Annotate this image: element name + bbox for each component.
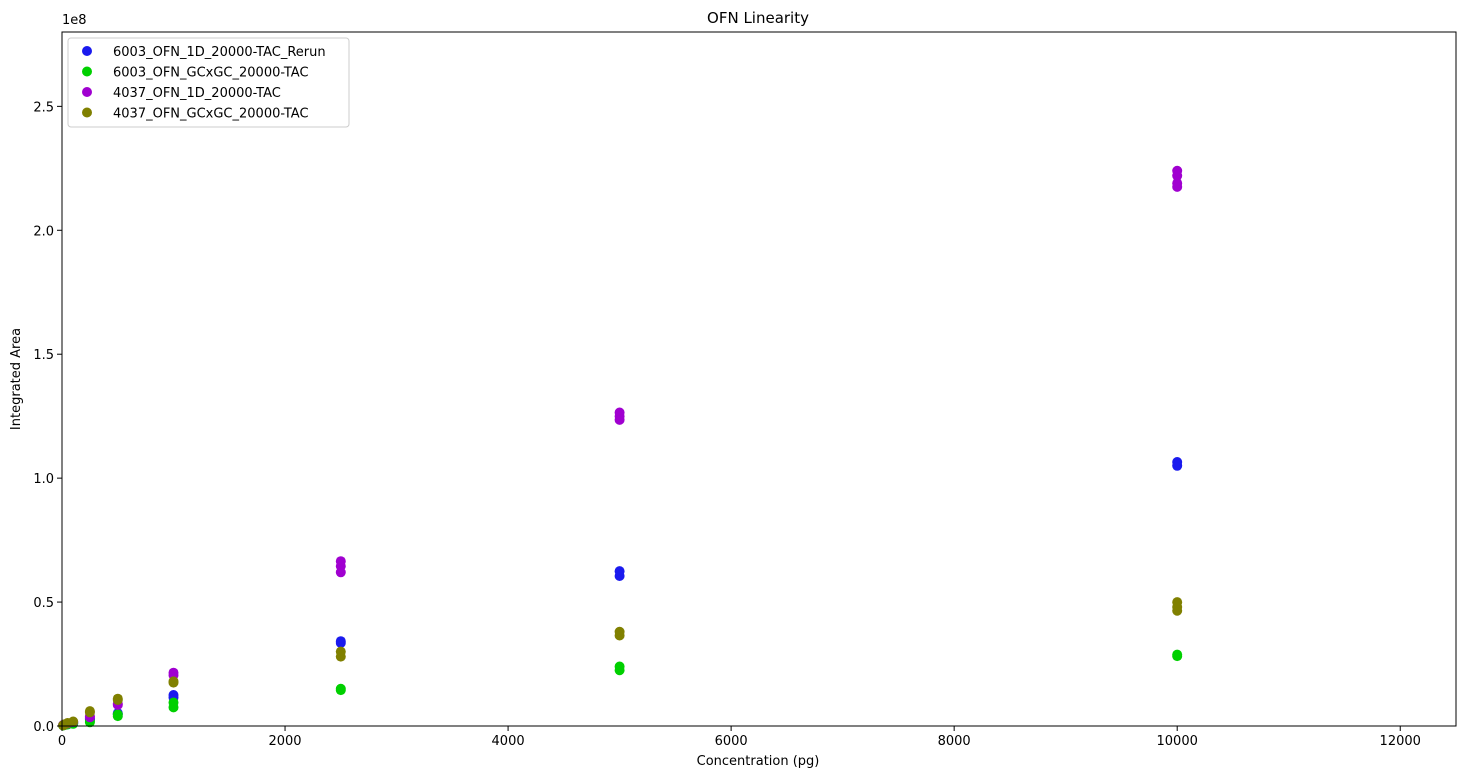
legend-marker — [82, 46, 92, 56]
y-axis-label: Integrated Area — [9, 328, 24, 430]
x-axis: 0 2000 4000 6000 8000 10000 12000 — [58, 726, 1421, 749]
point-series-0 — [1172, 457, 1183, 467]
x-tick-label: 12000 — [1380, 734, 1421, 749]
legend-entry-label: 4037_OFN_GCxGC_20000-TAC — [113, 107, 309, 122]
point-series-0 — [614, 566, 625, 577]
y-tick-label: 2.5 — [33, 100, 54, 115]
y-tick-label: 1.0 — [33, 472, 54, 487]
point-series-1 — [335, 683, 346, 694]
point-series-1 — [614, 661, 625, 672]
point-series-1 — [112, 709, 123, 720]
point-series-2 — [335, 556, 346, 567]
y-tick-label: 1.5 — [33, 348, 54, 363]
point-series-3 — [335, 646, 346, 657]
plot-frame — [61, 31, 1457, 727]
y-tick-label: 0.5 — [33, 596, 54, 611]
y-tick-label: 2.0 — [33, 224, 54, 239]
legend: 6003_OFN_1D_20000-TAC_Rerun 6003_OFN_GCxG… — [67, 37, 350, 128]
point-series-3 — [112, 693, 123, 704]
legend-marker — [82, 66, 92, 77]
legend-entry-label: 6003_OFN_1D_20000-TAC_Rerun — [113, 45, 326, 60]
legend-marker — [82, 87, 92, 97]
x-tick-label: 0 — [58, 734, 66, 749]
y-offset-label: 1e8 — [62, 13, 87, 28]
legend-marker — [82, 107, 92, 118]
point-series-2 — [1172, 178, 1183, 189]
point-series-3 — [168, 676, 179, 687]
point-series-3 — [1172, 597, 1183, 608]
legend-entry-label: 6003_OFN_GCxGC_20000-TAC — [113, 66, 309, 81]
x-tick-label: 4000 — [492, 734, 525, 749]
scatter-points — [58, 165, 1183, 731]
x-axis-label: Concentration (pg) — [697, 754, 820, 769]
point-series-2 — [614, 407, 625, 418]
x-tick-label: 10000 — [1157, 734, 1198, 749]
legend-entry-label: 4037_OFN_1D_20000-TAC — [113, 86, 281, 101]
point-series-3 — [614, 626, 625, 637]
point-series-2 — [168, 667, 179, 678]
x-tick-label: 6000 — [715, 734, 748, 749]
point-series-3 — [68, 716, 79, 727]
point-series-0 — [168, 690, 179, 700]
x-tick-label: 8000 — [938, 734, 971, 749]
legend-box — [67, 37, 350, 128]
point-series-2 — [1172, 165, 1183, 176]
chart-title: OFN Linearity — [707, 9, 809, 27]
point-series-1 — [168, 697, 179, 708]
x-tick-label: 2000 — [268, 734, 301, 749]
point-series-1 — [1172, 649, 1183, 660]
point-series-3 — [84, 706, 95, 717]
y-axis: 0.0 0.5 1.0 1.5 2.0 2.5 — [33, 100, 62, 735]
y-tick-label: 0.0 — [33, 720, 54, 735]
point-series-0 — [335, 636, 346, 647]
